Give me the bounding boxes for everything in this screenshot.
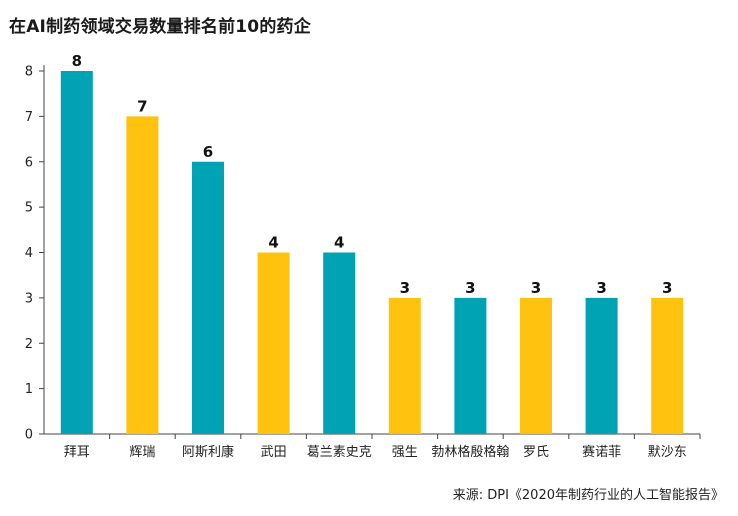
bar <box>126 116 159 434</box>
bar <box>60 71 93 434</box>
bar <box>323 252 356 434</box>
y-tick-label: 3 <box>25 291 33 306</box>
bar <box>585 297 618 434</box>
category-label: 武田 <box>261 445 287 460</box>
data-label: 8 <box>72 52 82 70</box>
data-label: 3 <box>596 279 606 297</box>
data-label: 4 <box>334 234 344 252</box>
y-tick-label: 4 <box>25 246 33 261</box>
category-label: 默沙东 <box>648 444 687 460</box>
data-label: 3 <box>662 279 672 297</box>
data-label: 4 <box>268 234 278 252</box>
bar <box>454 297 487 434</box>
category-label: 阿斯利康 <box>182 444 234 460</box>
category-label: 勃林格殷格翰 <box>431 444 509 460</box>
bar <box>520 297 552 434</box>
y-tick-label: 7 <box>25 110 33 125</box>
category-label: 拜耳 <box>64 445 90 460</box>
y-tick-label: 0 <box>25 428 33 443</box>
data-label: 3 <box>531 279 541 297</box>
bar <box>651 297 684 434</box>
y-tick-label: 1 <box>25 382 33 397</box>
source-note: 来源: DPI《2020年制药行业的人工智能报告》 <box>452 488 724 503</box>
category-label: 强生 <box>392 445 418 460</box>
y-tick-label: 8 <box>25 65 33 80</box>
category-label: 赛诺菲 <box>582 444 621 460</box>
data-label: 7 <box>137 97 147 115</box>
category-label: 罗氏 <box>523 445 549 460</box>
chart-title: 在AI制药领域交易数量排名前10的药企 <box>9 17 311 37</box>
data-label: 3 <box>400 279 410 297</box>
bar <box>257 252 290 434</box>
bar <box>192 161 224 434</box>
bar <box>388 297 421 434</box>
data-label: 6 <box>203 143 213 161</box>
category-label: 辉瑞 <box>129 445 155 460</box>
y-tick-label: 2 <box>25 337 33 352</box>
data-label: 3 <box>465 279 475 297</box>
y-tick-label: 5 <box>25 201 33 216</box>
y-tick-label: 6 <box>25 155 33 170</box>
category-label: 葛兰素史克 <box>307 445 372 460</box>
